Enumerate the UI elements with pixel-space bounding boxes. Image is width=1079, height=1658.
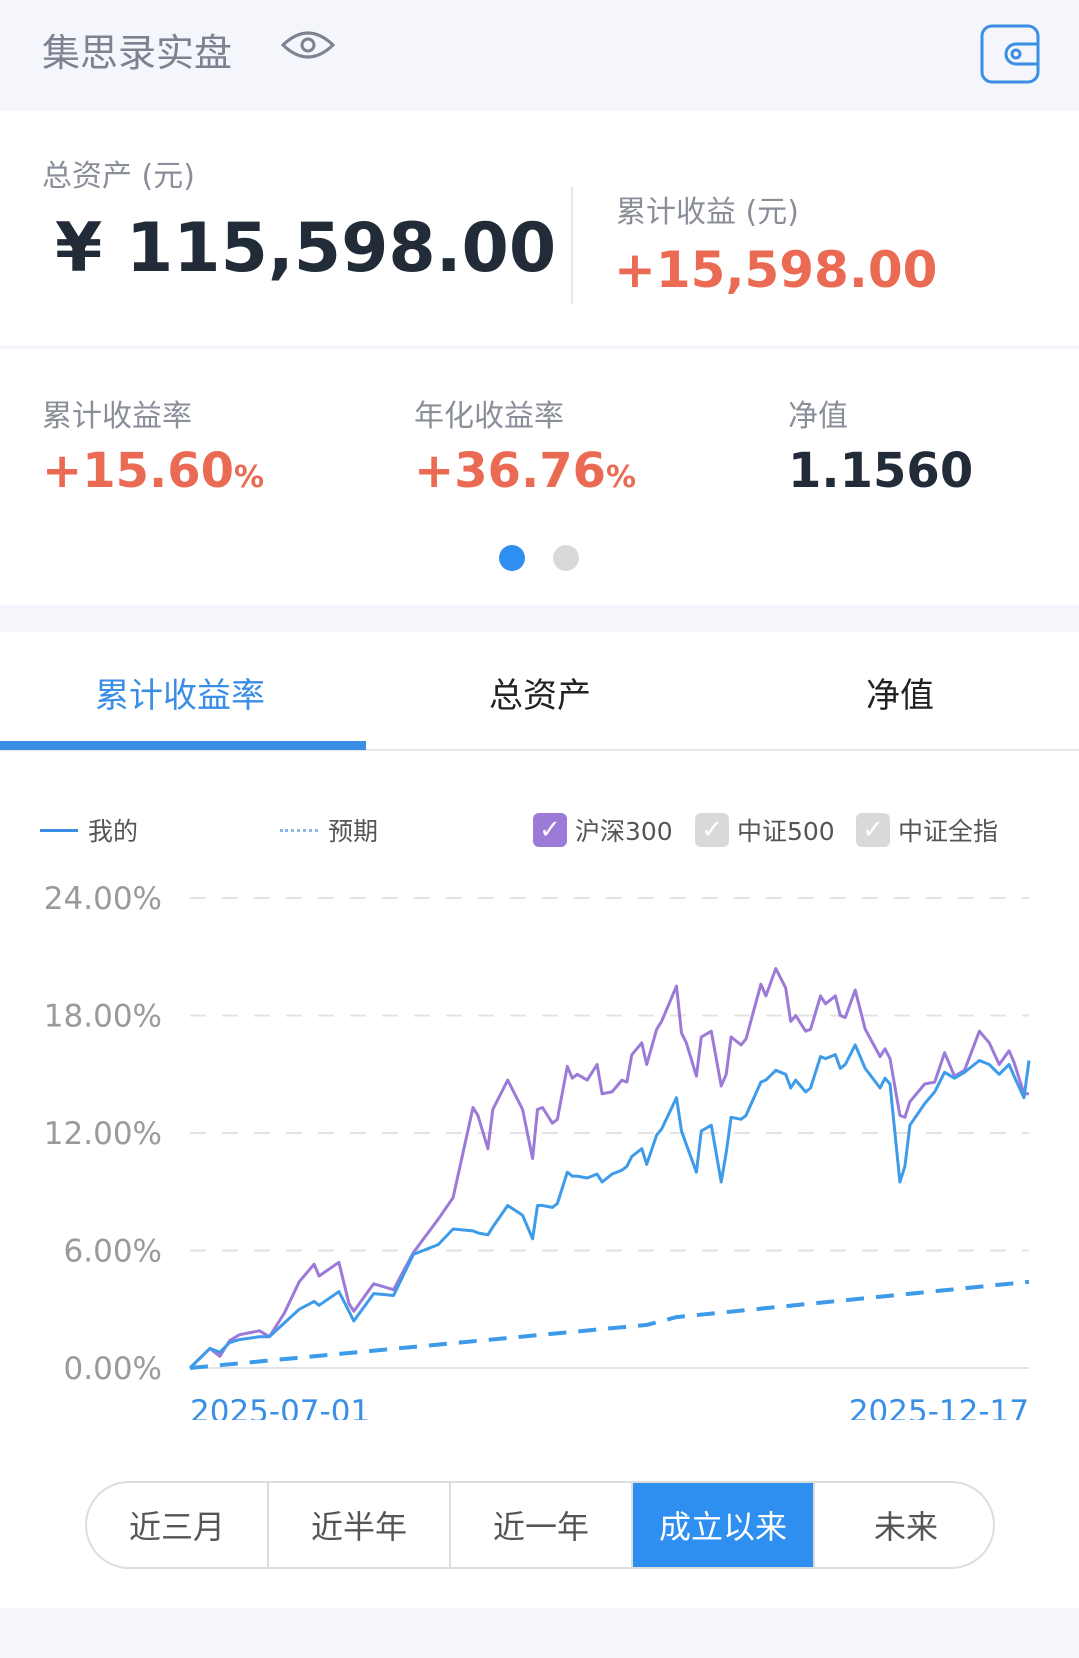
legend-hs300[interactable]: ✓ 沪深300 xyxy=(533,812,673,848)
tab-total-assets[interactable]: 总资产 xyxy=(489,676,591,716)
metric-label: 年化收益率 xyxy=(414,399,564,434)
legend-zz500[interactable]: ✓ 中证500 xyxy=(695,812,835,848)
page-title: 集思录实盘 xyxy=(42,31,233,75)
metrics-card: 累计收益率 +15.60% 年化收益率 +36.76% 净值 1.1560 xyxy=(0,349,1079,605)
range-6m-button[interactable]: 近半年 xyxy=(269,1483,451,1567)
checkbox-unchecked-icon[interactable]: ✓ xyxy=(695,813,729,847)
range-1y-button[interactable]: 近一年 xyxy=(451,1483,633,1567)
x-tick-label: 2025-07-01 xyxy=(190,1394,370,1420)
checkbox-checked-icon[interactable]: ✓ xyxy=(533,813,567,847)
x-tick-label: 2025-12-17 xyxy=(849,1394,1029,1420)
profit-value: +15,598.00 xyxy=(614,241,938,299)
metric-unit: % xyxy=(234,460,265,495)
metric-unit: % xyxy=(606,460,637,495)
series-expected-line xyxy=(189,1279,1030,1370)
metric-value: +15.60 xyxy=(42,443,235,499)
legend-expected[interactable]: 预期 xyxy=(280,812,378,848)
tab-divider xyxy=(0,749,1079,751)
metric-value: 1.1560 xyxy=(788,443,974,499)
tab-underline xyxy=(0,741,366,750)
tab-nav[interactable]: 净值 xyxy=(866,676,934,716)
legend-zzqz[interactable]: ✓ 中证全指 xyxy=(856,812,998,848)
range-since-inception-button[interactable]: 成立以来 xyxy=(633,1483,815,1567)
series-mine-line xyxy=(188,1043,1031,1370)
y-tick-label: 18.00% xyxy=(44,999,162,1035)
metric-annualized-return: 年化收益率 +36.76% xyxy=(414,391,636,499)
range-selector: 近三月 近半年 近一年 成立以来 未来 xyxy=(85,1481,995,1569)
eye-icon[interactable] xyxy=(280,25,336,65)
legend-mine[interactable]: 我的 xyxy=(40,812,138,848)
range-future-button[interactable]: 未来 xyxy=(873,1508,938,1546)
series-hs300-line xyxy=(188,967,1029,1370)
pager-dot-active[interactable] xyxy=(499,545,525,571)
wallet-icon[interactable] xyxy=(980,24,1040,84)
return-chart: 24.00% 18.00% 12.00% 6.00% 0.00% 2025-07-01 20… xyxy=(44,881,1031,1420)
metric-cumulative-return: 累计收益率 +15.60% xyxy=(42,391,264,499)
metric-nav: 净值 1.1560 xyxy=(788,391,973,499)
divider xyxy=(571,187,573,304)
range-3m-button[interactable]: 近三月 xyxy=(87,1483,269,1567)
y-tick-label: 0.00% xyxy=(64,1351,162,1387)
y-tick-label: 12.00% xyxy=(44,1116,162,1152)
tab-cumulative-return[interactable]: 累计收益率 xyxy=(95,676,265,716)
y-tick-label: 6.00% xyxy=(64,1234,162,1270)
pager-dot[interactable] xyxy=(553,545,579,571)
profit-label: 累计收益 (元) xyxy=(616,195,799,230)
total-assets-label: 总资产 (元) xyxy=(42,159,195,194)
metric-label: 净值 xyxy=(788,399,848,434)
header: 集思录实盘 xyxy=(0,0,1079,111)
metric-label: 累计收益率 xyxy=(42,399,192,434)
y-tick-label: 24.00% xyxy=(44,881,162,917)
assets-card: 总资产 (元) ¥ 115,598.00 累计收益 (元) +15,598.00 xyxy=(0,111,1079,346)
checkbox-unchecked-icon[interactable]: ✓ xyxy=(856,813,890,847)
solid-line-icon xyxy=(40,828,78,832)
dashed-line-icon xyxy=(280,828,318,832)
total-assets-value: ¥ 115,598.00 xyxy=(55,209,557,288)
chart-card xyxy=(0,632,1079,1608)
metric-value: +36.76 xyxy=(414,443,607,499)
